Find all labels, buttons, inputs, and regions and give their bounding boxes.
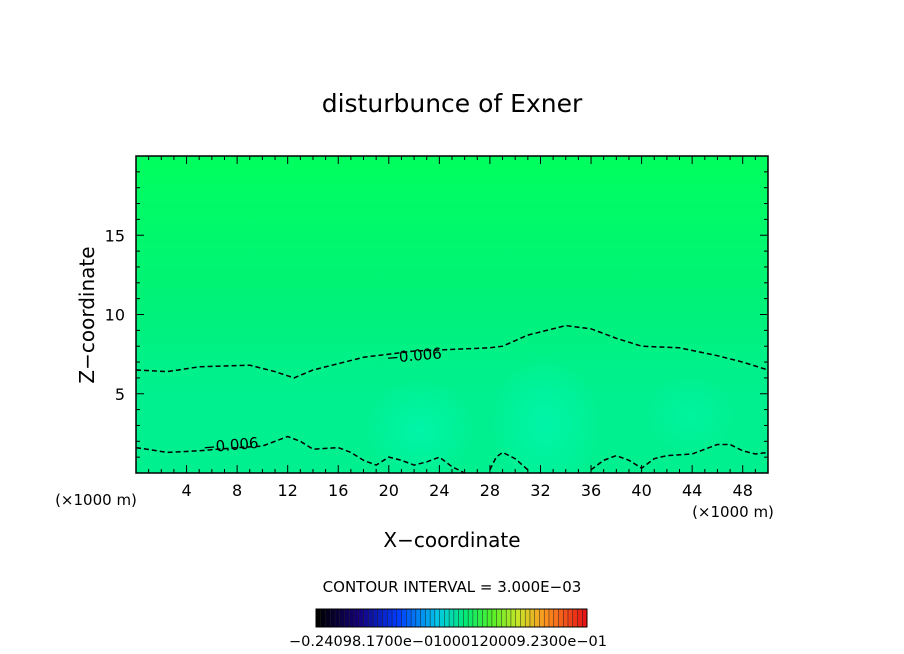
y-axis-label: Z−coordinate xyxy=(75,246,99,383)
plot-area: −0.006 −0.006 xyxy=(136,156,768,473)
colorbar-band xyxy=(567,609,574,627)
y-tick-label: 5 xyxy=(115,385,125,404)
colorbar-band xyxy=(439,609,445,627)
y-tick-label: 15 xyxy=(105,226,125,245)
colorbar-band xyxy=(373,609,379,627)
colorbar xyxy=(315,608,588,628)
colorbar-frame xyxy=(315,608,588,628)
x-tick-labels: 4 8 12 16 20 24 28 32 36 40 44 48 xyxy=(181,481,752,500)
colorbar-band xyxy=(430,609,436,627)
x-tick-label: 16 xyxy=(328,481,348,500)
contour-label-0: −0.006 xyxy=(386,344,443,367)
colorbar-band xyxy=(339,609,345,627)
colorbar-band xyxy=(415,609,421,627)
colorbar-band xyxy=(472,609,479,627)
colorbar-band xyxy=(368,609,374,627)
y-axis-unit: (×1000 m) xyxy=(55,491,137,509)
colorbar-band xyxy=(482,609,488,627)
colorbar-band xyxy=(501,609,507,627)
colorbar-band xyxy=(396,609,402,627)
colorbar-band xyxy=(458,609,464,627)
field-core-blob xyxy=(365,380,475,473)
colorbar-band xyxy=(406,609,412,627)
colorbar-band xyxy=(325,609,331,627)
colorbar-band xyxy=(425,609,431,627)
colorbar-band xyxy=(487,609,493,627)
y-tick-labels: 5 10 15 xyxy=(105,226,125,404)
colorbar-band xyxy=(463,609,469,627)
x-tick-label: 24 xyxy=(429,481,449,500)
colorbar-band xyxy=(358,609,364,627)
x-tick-label: 36 xyxy=(581,481,601,500)
colorbar-band xyxy=(449,609,455,627)
colorbar-band xyxy=(534,609,540,627)
x-tick-label: 20 xyxy=(379,481,399,500)
colorbar-band xyxy=(539,609,545,627)
contour-line-1 xyxy=(136,435,465,473)
colorbar-band xyxy=(444,609,450,627)
colorbar-band xyxy=(320,609,326,627)
x-axis-label: X−coordinate xyxy=(383,528,520,552)
colorbar-band xyxy=(411,609,417,627)
colorbar-band xyxy=(377,609,383,627)
colorbar-band xyxy=(529,609,536,627)
colorbar-band xyxy=(354,609,360,627)
contour-lines xyxy=(136,324,768,473)
colorbar-band xyxy=(392,609,398,627)
colorbar-band xyxy=(520,609,526,627)
colorbar-band xyxy=(544,609,550,627)
field-core-blob xyxy=(645,375,735,455)
field-core-blob xyxy=(490,355,600,473)
colorbar-band xyxy=(491,609,498,627)
colorbar-band xyxy=(563,609,569,627)
axis-ticks xyxy=(136,156,768,473)
colorbar-band xyxy=(558,609,564,627)
x-tick-label: 40 xyxy=(631,481,651,500)
x-tick-label: 4 xyxy=(181,481,191,500)
contour-interval-text: CONTOUR INTERVAL = 3.000E−03 xyxy=(323,578,582,596)
colorbar-band xyxy=(420,609,426,627)
colorbar-band xyxy=(387,609,393,627)
colorbar-band xyxy=(572,609,578,627)
colorbar-band xyxy=(401,609,407,627)
contour-label-1: −0.006 xyxy=(202,434,259,457)
colorbar-band xyxy=(496,609,502,627)
colorbar-band xyxy=(506,609,512,627)
colorbar-band xyxy=(582,609,588,627)
colorbar-band xyxy=(363,609,369,627)
x-tick-label: 28 xyxy=(480,481,500,500)
colorbar-band xyxy=(344,609,350,627)
colorbar-band xyxy=(577,609,583,627)
x-axis-unit: (×1000 m) xyxy=(692,503,774,521)
colorbar-band xyxy=(382,609,388,627)
x-tick-label: 12 xyxy=(278,481,298,500)
x-tick-label: 48 xyxy=(733,481,753,500)
contour-line-2 xyxy=(489,451,529,471)
colorbar-band xyxy=(477,609,483,627)
colorbar-band xyxy=(349,609,355,627)
colorbar-band xyxy=(525,609,531,627)
colorbar-tick-labels: −0.24098.1700e−01000120009.2300e−01 xyxy=(289,634,607,650)
colorbar-band xyxy=(434,609,441,627)
colorbar-band xyxy=(453,609,460,627)
x-tick-label: 32 xyxy=(530,481,550,500)
y-tick-label: 10 xyxy=(105,306,125,325)
contour-labels: −0.006 −0.006 xyxy=(202,344,443,457)
x-tick-label: 8 xyxy=(232,481,242,500)
x-tick-label: 44 xyxy=(682,481,702,500)
chart-title: disturbunce of Exner xyxy=(322,89,583,118)
colorbar-band xyxy=(335,609,341,627)
colorbar-band xyxy=(553,609,559,627)
colorbar-band xyxy=(548,609,555,627)
colorbar-band xyxy=(510,609,517,627)
colorbar-band xyxy=(515,609,521,627)
colorbar-band xyxy=(330,609,336,627)
colorbar-band xyxy=(468,609,474,627)
colorbar-band xyxy=(316,609,322,627)
